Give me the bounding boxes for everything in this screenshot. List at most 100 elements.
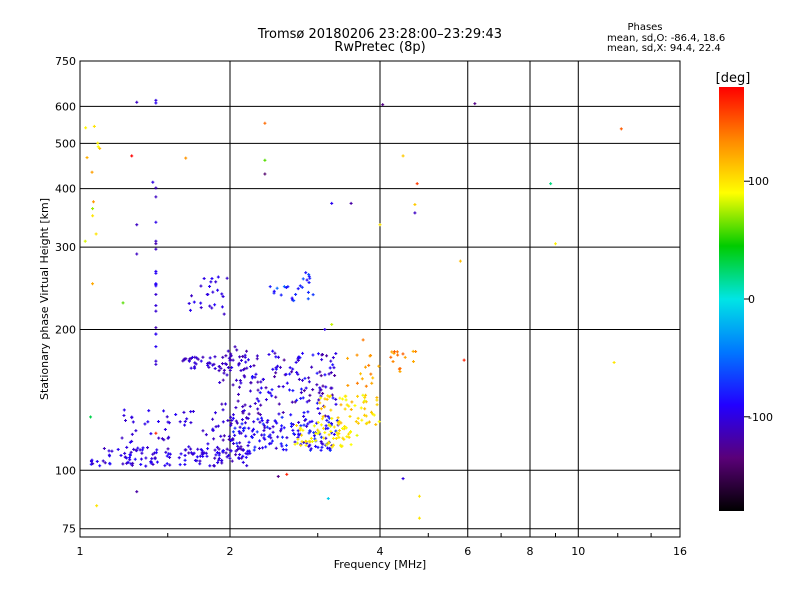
echo-point	[346, 356, 350, 360]
echo-point	[307, 376, 311, 380]
echo-point	[183, 423, 187, 427]
echo-point	[213, 411, 217, 415]
echo-point	[96, 141, 100, 145]
echo-point	[319, 407, 323, 411]
echo-point	[260, 419, 264, 423]
echo-point	[165, 454, 169, 458]
echo-point	[250, 374, 254, 378]
echo-point	[334, 436, 338, 440]
echo-point	[250, 429, 254, 433]
echo-point	[245, 349, 249, 353]
y-tick-label: 500	[55, 137, 76, 150]
echo-point	[222, 368, 226, 372]
echo-point	[130, 154, 134, 158]
echo-point	[242, 409, 246, 413]
colorbar-label: [deg]	[716, 71, 751, 86]
echo-point	[85, 156, 89, 160]
echo-point	[209, 280, 213, 284]
echo-point	[89, 459, 93, 463]
echo-point	[319, 374, 323, 378]
echo-point	[211, 427, 215, 431]
echo-point	[154, 431, 158, 435]
echo-point	[270, 394, 274, 398]
echo-point	[166, 420, 170, 424]
echo-point	[187, 301, 191, 305]
echo-point	[256, 388, 260, 392]
echo-point	[323, 405, 327, 409]
chart-subtitle: RwPretec (8p)	[334, 40, 426, 55]
echo-point	[258, 391, 262, 395]
echo-point	[237, 429, 241, 433]
echo-point	[241, 411, 245, 415]
echo-point	[334, 429, 338, 433]
echo-point	[319, 396, 323, 400]
echo-point	[128, 453, 132, 457]
echo-point	[256, 417, 260, 421]
x-tick-label: 1	[77, 545, 84, 558]
echo-point	[458, 259, 462, 263]
echo-point	[300, 285, 304, 289]
echo-point	[154, 292, 158, 296]
echo-point	[324, 385, 328, 389]
echo-point	[166, 436, 170, 440]
echo-point	[317, 430, 321, 434]
echo-point	[154, 451, 158, 455]
echo-point	[157, 436, 161, 440]
echo-point	[252, 427, 256, 431]
echo-point	[208, 284, 212, 288]
echo-point	[189, 451, 193, 455]
echo-point	[381, 103, 385, 107]
y-tick-label: 300	[55, 241, 76, 254]
echo-point	[271, 349, 275, 353]
echo-point	[361, 338, 365, 342]
echo-point	[612, 360, 616, 364]
echo-point	[285, 381, 289, 385]
echo-point	[134, 448, 138, 452]
echo-point	[359, 372, 363, 376]
echo-point	[135, 252, 139, 256]
echo-point	[181, 359, 185, 363]
echo-point	[360, 377, 364, 381]
echo-point	[91, 207, 95, 211]
echo-point	[316, 445, 320, 449]
echo-point	[235, 441, 239, 445]
echo-point	[220, 362, 224, 366]
echo-point	[215, 445, 219, 449]
echo-point	[312, 431, 316, 435]
y-axis-label: Stationary phase Virtual Height [km]	[38, 198, 51, 400]
echo-point	[327, 423, 331, 427]
x-axis-ticks: 1 2 4 6 8 10 16	[77, 533, 687, 558]
echo-point	[229, 354, 233, 358]
echo-point	[216, 275, 220, 279]
echo-point	[334, 352, 338, 356]
echo-point	[284, 372, 288, 376]
echo-point	[306, 297, 310, 301]
y-tick-label: 100	[55, 464, 76, 477]
echo-point	[227, 434, 231, 438]
echo-point	[274, 371, 278, 375]
echo-point	[263, 158, 267, 162]
echo-point	[213, 456, 217, 460]
echo-point	[241, 405, 245, 409]
echo-point	[183, 453, 187, 457]
echo-point	[277, 402, 281, 406]
echo-point	[267, 442, 271, 446]
echo-point	[549, 182, 553, 186]
echo-point	[370, 381, 374, 385]
echo-point	[238, 425, 242, 429]
echo-point	[285, 436, 289, 440]
echo-point	[265, 425, 269, 429]
echo-point	[316, 420, 320, 424]
echo-point	[337, 429, 341, 433]
echo-point	[553, 242, 557, 246]
echo-point	[288, 372, 292, 376]
echo-point	[401, 477, 405, 481]
echo-point	[303, 376, 307, 380]
echo-point	[208, 356, 212, 360]
echo-point	[225, 447, 229, 451]
echo-point	[303, 419, 307, 423]
echo-point	[189, 421, 193, 425]
echo-point	[364, 384, 368, 388]
echo-point	[355, 433, 359, 437]
echo-point	[253, 375, 257, 379]
